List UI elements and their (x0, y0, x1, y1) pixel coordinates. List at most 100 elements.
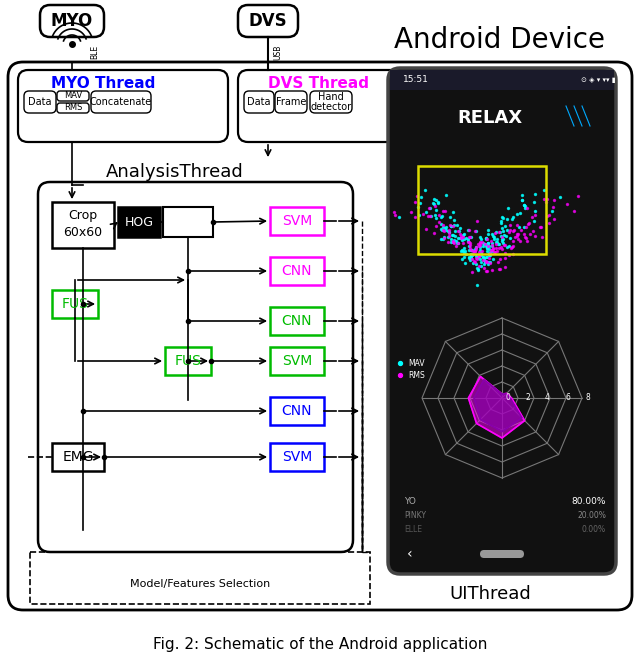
Point (459, 252, 469, 263)
Text: RMS: RMS (64, 104, 82, 112)
Text: Fig. 2: Schematic of the Android application: Fig. 2: Schematic of the Android applica… (153, 638, 487, 652)
Point (530, 209, 540, 220)
Bar (52, 290, 98, 318)
Point (541, 211, 552, 221)
Point (487, 246, 497, 257)
Point (445, 211, 456, 222)
Point (483, 241, 493, 251)
Point (475, 242, 485, 253)
Point (475, 237, 485, 248)
Text: DVS: DVS (249, 12, 287, 30)
Point (444, 230, 454, 241)
Text: YO: YO (404, 497, 416, 507)
Point (474, 237, 484, 247)
Text: RELAX: RELAX (458, 109, 523, 127)
Point (467, 249, 477, 260)
Text: SVM: SVM (282, 214, 312, 228)
Point (493, 243, 504, 254)
Point (439, 226, 449, 237)
Point (479, 259, 490, 269)
Bar (270, 397, 324, 425)
Point (529, 216, 539, 227)
Point (458, 237, 468, 248)
Point (448, 236, 458, 247)
Point (436, 218, 446, 229)
Point (465, 255, 475, 265)
Point (435, 211, 445, 222)
Point (529, 205, 540, 216)
Bar (52, 443, 104, 471)
FancyBboxPatch shape (480, 550, 524, 558)
Point (424, 203, 434, 213)
Point (504, 227, 514, 237)
Point (470, 246, 481, 257)
Point (445, 220, 455, 231)
Point (487, 237, 497, 248)
Text: DVS Thread: DVS Thread (268, 76, 369, 92)
Point (464, 231, 474, 242)
Point (483, 259, 493, 269)
Point (451, 219, 461, 230)
Point (437, 211, 447, 221)
Point (506, 243, 516, 253)
Point (474, 260, 484, 271)
Point (464, 251, 474, 262)
Point (410, 212, 420, 223)
Bar (270, 443, 324, 471)
Text: Frame: Frame (276, 97, 306, 107)
Point (483, 257, 493, 268)
Point (428, 198, 438, 209)
Point (508, 248, 518, 259)
Point (465, 240, 476, 251)
Point (454, 226, 464, 237)
Point (472, 253, 482, 264)
Text: CNN: CNN (282, 314, 312, 328)
Point (473, 264, 483, 275)
Point (472, 215, 483, 226)
Point (497, 233, 507, 244)
Point (482, 243, 492, 253)
Point (536, 222, 546, 233)
Point (485, 257, 495, 268)
Point (466, 245, 476, 256)
Text: 0.00%: 0.00% (582, 525, 606, 533)
Point (458, 245, 468, 256)
Point (491, 243, 501, 254)
Text: RMS: RMS (408, 370, 425, 380)
Bar (52, 202, 114, 248)
Point (413, 201, 424, 212)
Text: 8: 8 (585, 394, 589, 402)
Point (451, 225, 461, 236)
Point (474, 247, 484, 257)
Point (476, 240, 486, 251)
Text: 4: 4 (545, 394, 550, 402)
Point (461, 233, 471, 243)
Text: MYO Thread: MYO Thread (51, 76, 155, 92)
Point (496, 218, 506, 229)
Point (488, 231, 498, 242)
Point (515, 208, 525, 219)
Point (499, 239, 509, 250)
Point (433, 196, 444, 207)
Polygon shape (474, 380, 522, 432)
Point (470, 241, 481, 252)
Point (548, 195, 559, 205)
Point (415, 192, 426, 203)
Point (539, 194, 549, 204)
Point (457, 235, 467, 245)
Point (542, 194, 552, 205)
Point (513, 221, 524, 232)
Point (523, 219, 533, 229)
Point (447, 236, 458, 247)
Text: ELLE: ELLE (404, 525, 422, 533)
FancyBboxPatch shape (24, 91, 56, 113)
Point (438, 232, 449, 243)
Point (463, 233, 473, 244)
Text: MAV: MAV (408, 358, 424, 368)
Point (463, 225, 474, 235)
Point (461, 249, 472, 259)
Point (481, 256, 492, 267)
Point (509, 225, 520, 235)
Point (476, 257, 486, 267)
Point (508, 236, 518, 247)
